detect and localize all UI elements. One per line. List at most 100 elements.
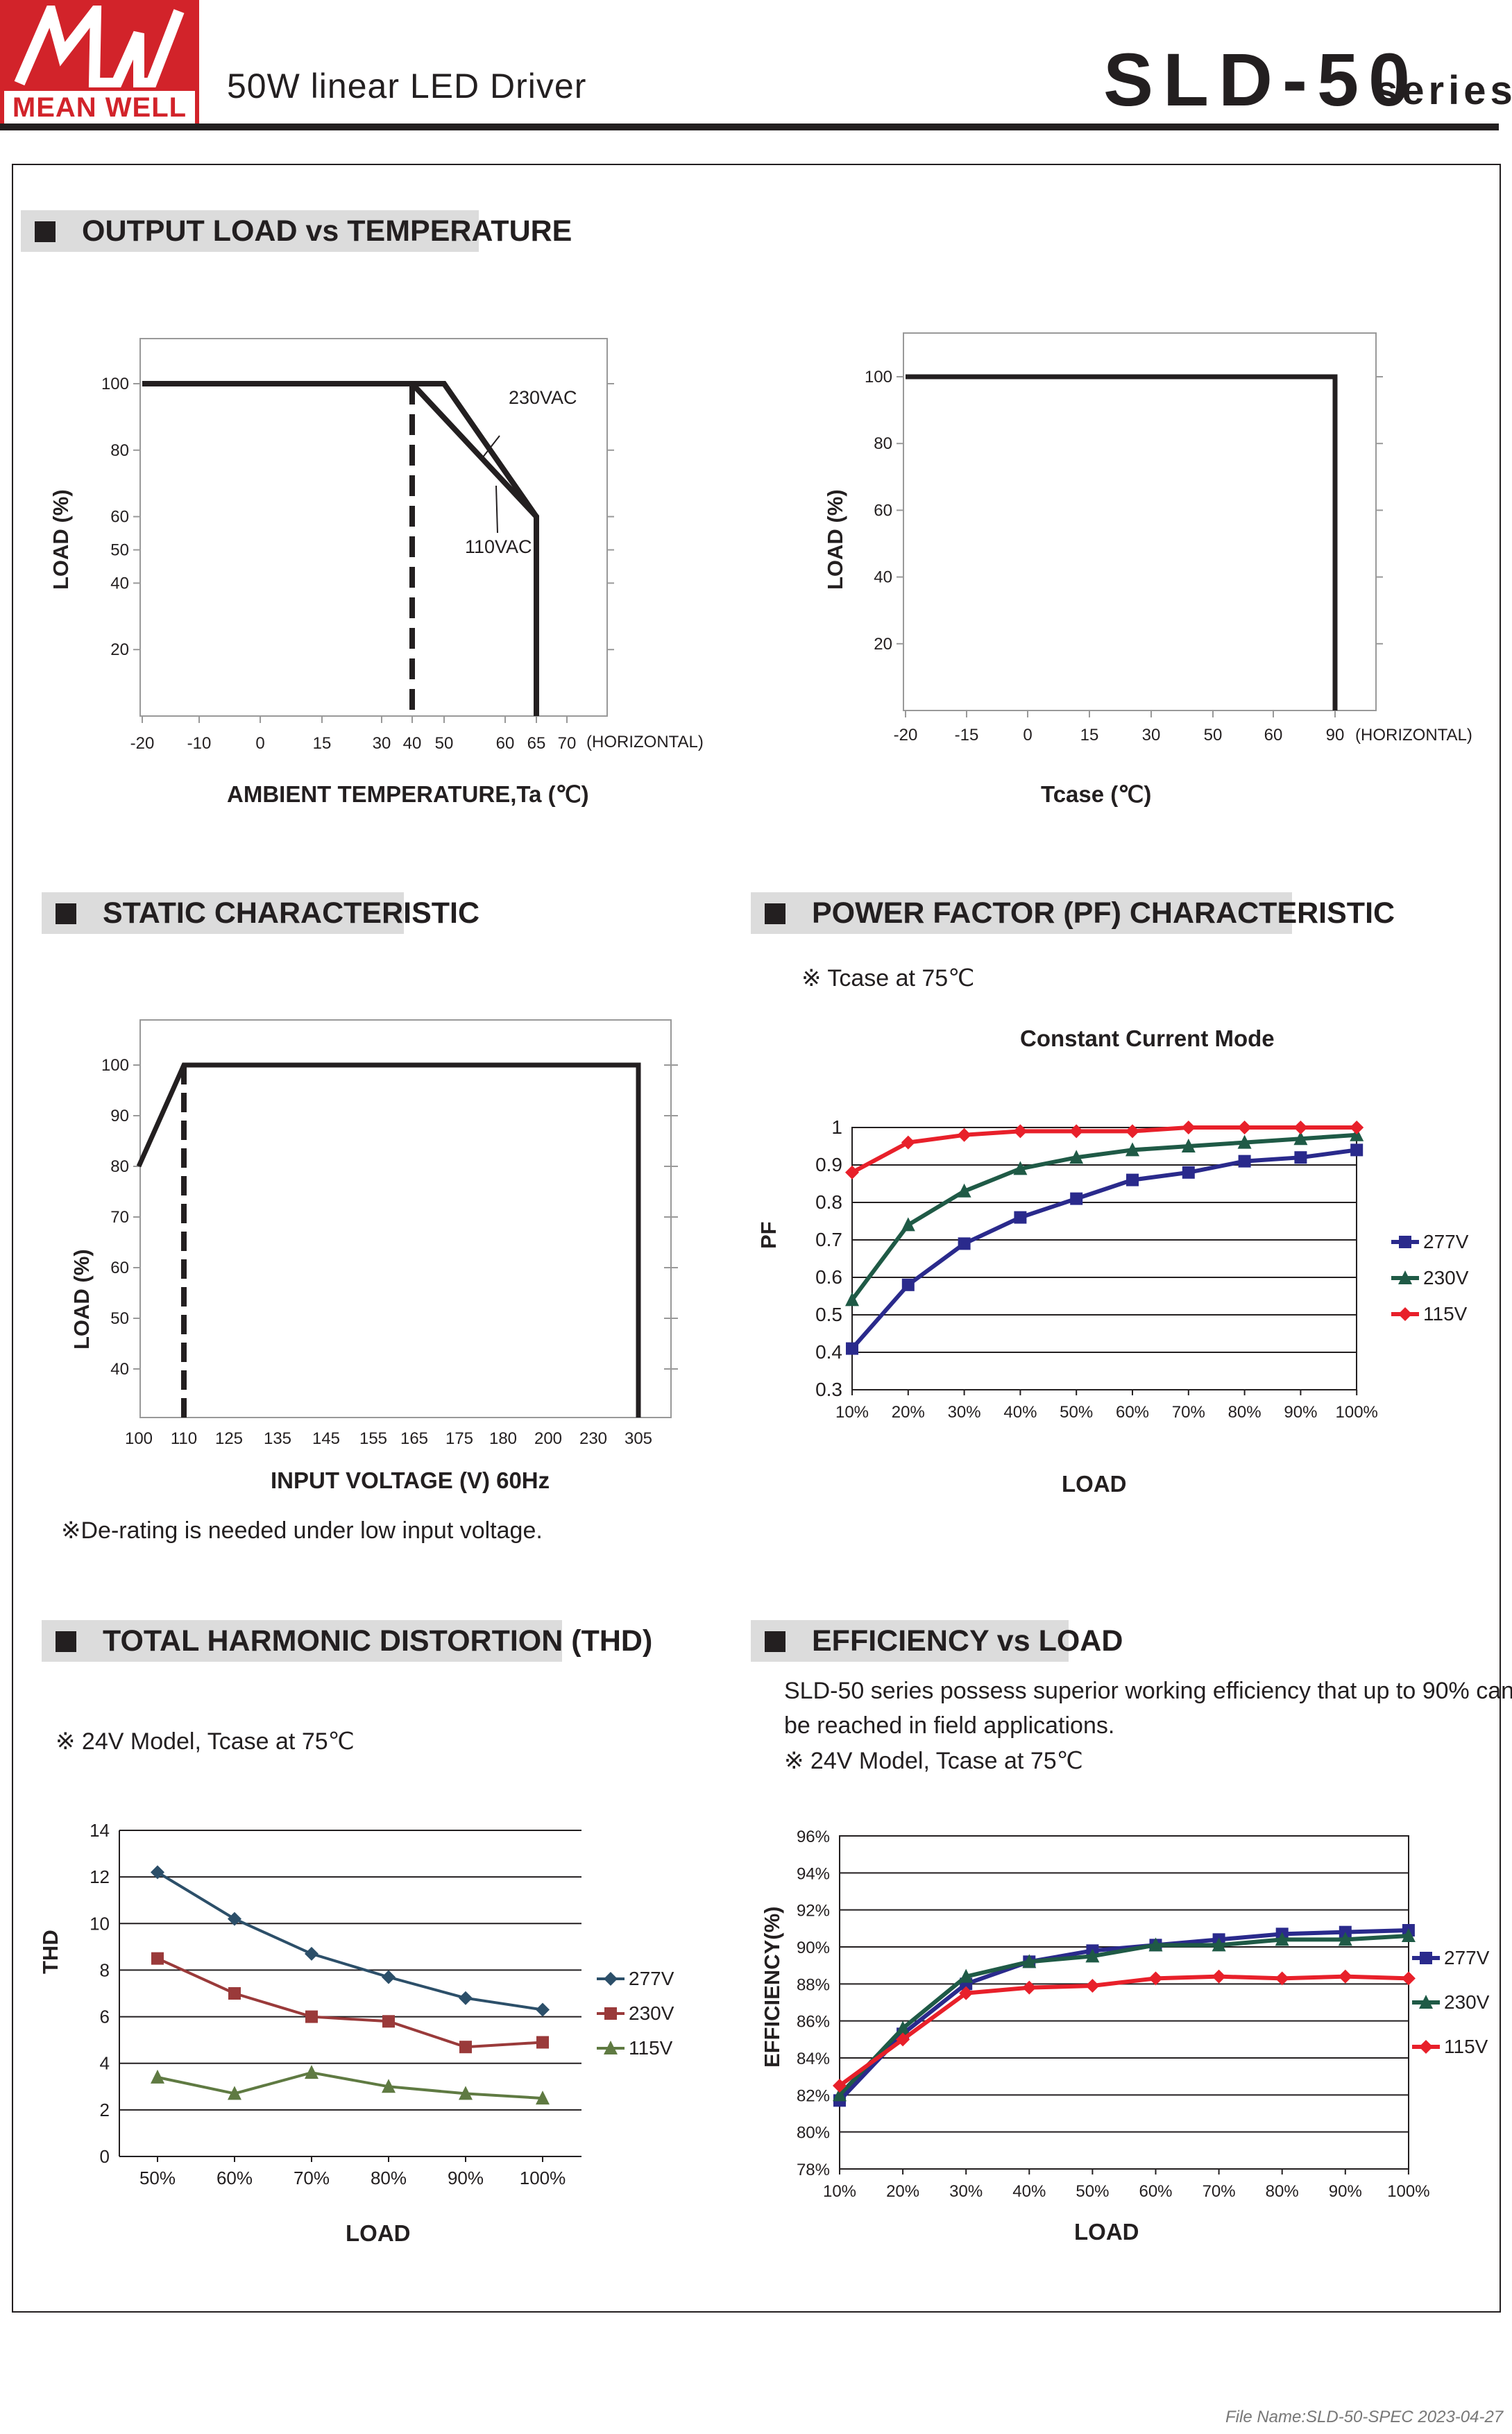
static-x-tick-label: 135 xyxy=(264,1429,291,1448)
derate-plot-frame xyxy=(139,338,608,717)
eff-x-tick-label: 70% xyxy=(1203,2182,1236,2201)
tcase-y-tick-label: 40 xyxy=(874,568,892,587)
pf-point-230v xyxy=(1293,1131,1308,1146)
thd-model-note: ※ 24V Model, Tcase at 75℃ xyxy=(56,1728,355,1755)
pf-point-277v xyxy=(901,1278,915,1291)
eff-point-230v xyxy=(1212,1937,1226,1952)
tcase-y-tick-label: 100 xyxy=(865,368,892,386)
thd-point-230v xyxy=(382,2015,395,2028)
pf-x-title: LOAD xyxy=(1062,1471,1127,1497)
static-y-tick-label: 90 xyxy=(110,1107,129,1125)
pf-y-tick-label: 0.4 xyxy=(815,1341,842,1363)
derate-y-tick-label: 80 xyxy=(110,441,129,460)
logo-text: MEAN WELL xyxy=(4,91,195,124)
eff-point-115v xyxy=(959,1986,974,2000)
eff-point-230v xyxy=(896,2020,910,2035)
eff-description-line2: be reached in field applications. xyxy=(784,1712,1115,1739)
thd-legend-marker-230v xyxy=(604,2007,617,2020)
eff-legend-marker-230v xyxy=(1419,1995,1433,2009)
thd-point-230v xyxy=(305,2010,318,2023)
eff-legend-label-115v: 115V xyxy=(1444,2036,1488,2057)
eff-point-115v xyxy=(896,2032,910,2047)
static-x-tick-label: 175 xyxy=(445,1429,473,1448)
pf-legend-marker-115v xyxy=(1398,1307,1412,1321)
pf-tcase-note: ※ Tcase at 75℃ xyxy=(801,965,975,992)
thd-x-tick-label: 90% xyxy=(448,2168,484,2188)
header-rule xyxy=(0,124,1499,130)
eff-legend-marker-115v xyxy=(1419,2040,1433,2054)
pf-point-230v xyxy=(1069,1150,1084,1164)
eff-y-tick-label: 80% xyxy=(797,2124,830,2143)
eff-y-tick-label: 90% xyxy=(797,1939,830,1957)
thd-point-115v xyxy=(536,2091,550,2105)
pf-x-tick-label: 100% xyxy=(1336,1403,1378,1422)
thd-point-277v xyxy=(151,1865,164,1880)
thd-y-tick-label: 14 xyxy=(90,1820,110,1841)
pf-line-230v xyxy=(850,1132,1357,1302)
pf-point-230v xyxy=(845,1292,859,1307)
eff-point-230v xyxy=(833,2087,847,2102)
eff-line-230v xyxy=(838,1934,1409,2097)
tcase-x-tick-label: 30 xyxy=(1142,726,1161,744)
eff-x-title: LOAD xyxy=(1074,2219,1139,2245)
section-static: STATIC CHARACTERISTIC xyxy=(42,892,479,934)
pf-point-277v xyxy=(1014,1211,1027,1224)
thd-x-tick-label: 100% xyxy=(520,2168,566,2188)
eff-point-115v xyxy=(1212,1969,1226,1984)
model-title: SLD-50 xyxy=(1103,37,1420,121)
derate-x-tick-label: 0 xyxy=(255,734,264,753)
tcase-x-tick-label: 0 xyxy=(1023,726,1032,744)
static-x-tick-label: 100 xyxy=(125,1429,153,1448)
derate-x-tick-label: 40 xyxy=(403,734,422,753)
eff-point-230v xyxy=(1148,1937,1163,1952)
eff-y-tick-label: 96% xyxy=(797,1828,830,1846)
pf-x-tick-label: 90% xyxy=(1284,1403,1317,1422)
file-footer: File Name:SLD-50-SPEC 2023-04-27 xyxy=(1225,2408,1504,2426)
eff-y-tick-label: 92% xyxy=(797,1902,830,1921)
mw-logo-mark xyxy=(14,6,185,87)
pf-y-tick-label: 0.7 xyxy=(815,1229,842,1250)
thd-point-115v xyxy=(459,2086,473,2100)
derate-x-tick-label: 65 xyxy=(527,734,546,753)
tcase-plot-frame xyxy=(903,332,1377,711)
pf-y-tick-label: 0.6 xyxy=(815,1266,842,1288)
pf-x-tick-label: 80% xyxy=(1228,1403,1262,1422)
thd-point-230v xyxy=(228,1987,241,2000)
tcase-x-tick-label: 15 xyxy=(1080,726,1099,744)
derate-x-tick-label: -10 xyxy=(187,734,212,753)
eff-point-230v xyxy=(1022,1954,1037,1968)
thd-y-tick-label: 6 xyxy=(100,2007,110,2027)
static-line xyxy=(136,1062,641,1418)
thd-point-115v xyxy=(305,2065,318,2079)
thd-point-230v xyxy=(459,2041,472,2054)
static-y-tick-label: 70 xyxy=(110,1208,129,1227)
pf-point-115v xyxy=(1350,1121,1364,1134)
pf-legend-label-115v: 115V xyxy=(1423,1303,1468,1325)
pf-line-115v xyxy=(851,1125,1357,1175)
derate-y-tick-label: 20 xyxy=(110,640,129,659)
static-x-tick-label: 165 xyxy=(400,1429,428,1448)
eff-point-230v xyxy=(959,1968,974,1983)
pf-plot-frame xyxy=(851,1127,1357,1390)
thd-legend-marker-115v xyxy=(604,2041,618,2054)
series-label: series xyxy=(1375,68,1512,113)
thd-point-115v xyxy=(151,2069,164,2084)
pf-point-277v xyxy=(1294,1151,1307,1164)
pf-x-tick-label: 30% xyxy=(948,1403,981,1422)
static-plot-frame xyxy=(139,1019,672,1418)
pf-point-115v xyxy=(901,1135,915,1150)
derate-label-110vac-leader xyxy=(495,485,498,534)
static-x-tick-label: 155 xyxy=(359,1429,387,1448)
tcase-x-title: Tcase (℃) xyxy=(1041,781,1152,807)
eff-description-line1: SLD-50 series possess superior working e… xyxy=(784,1678,1512,1704)
eff-point-115v xyxy=(1022,1980,1037,1995)
thd-point-230v xyxy=(536,2036,549,2049)
eff-point-115v xyxy=(1275,1971,1289,1986)
thd-x-tick-label: 60% xyxy=(216,2168,253,2188)
tcase-x-tick-label: -20 xyxy=(894,726,918,744)
eff-x-tick-label: 30% xyxy=(949,2182,983,2201)
eff-legend-marker-277v xyxy=(1420,1952,1432,1964)
static-y-tick-label: 50 xyxy=(110,1309,129,1328)
eff-line-115v xyxy=(838,1974,1409,2088)
thd-x-tick-label: 80% xyxy=(371,2168,407,2188)
